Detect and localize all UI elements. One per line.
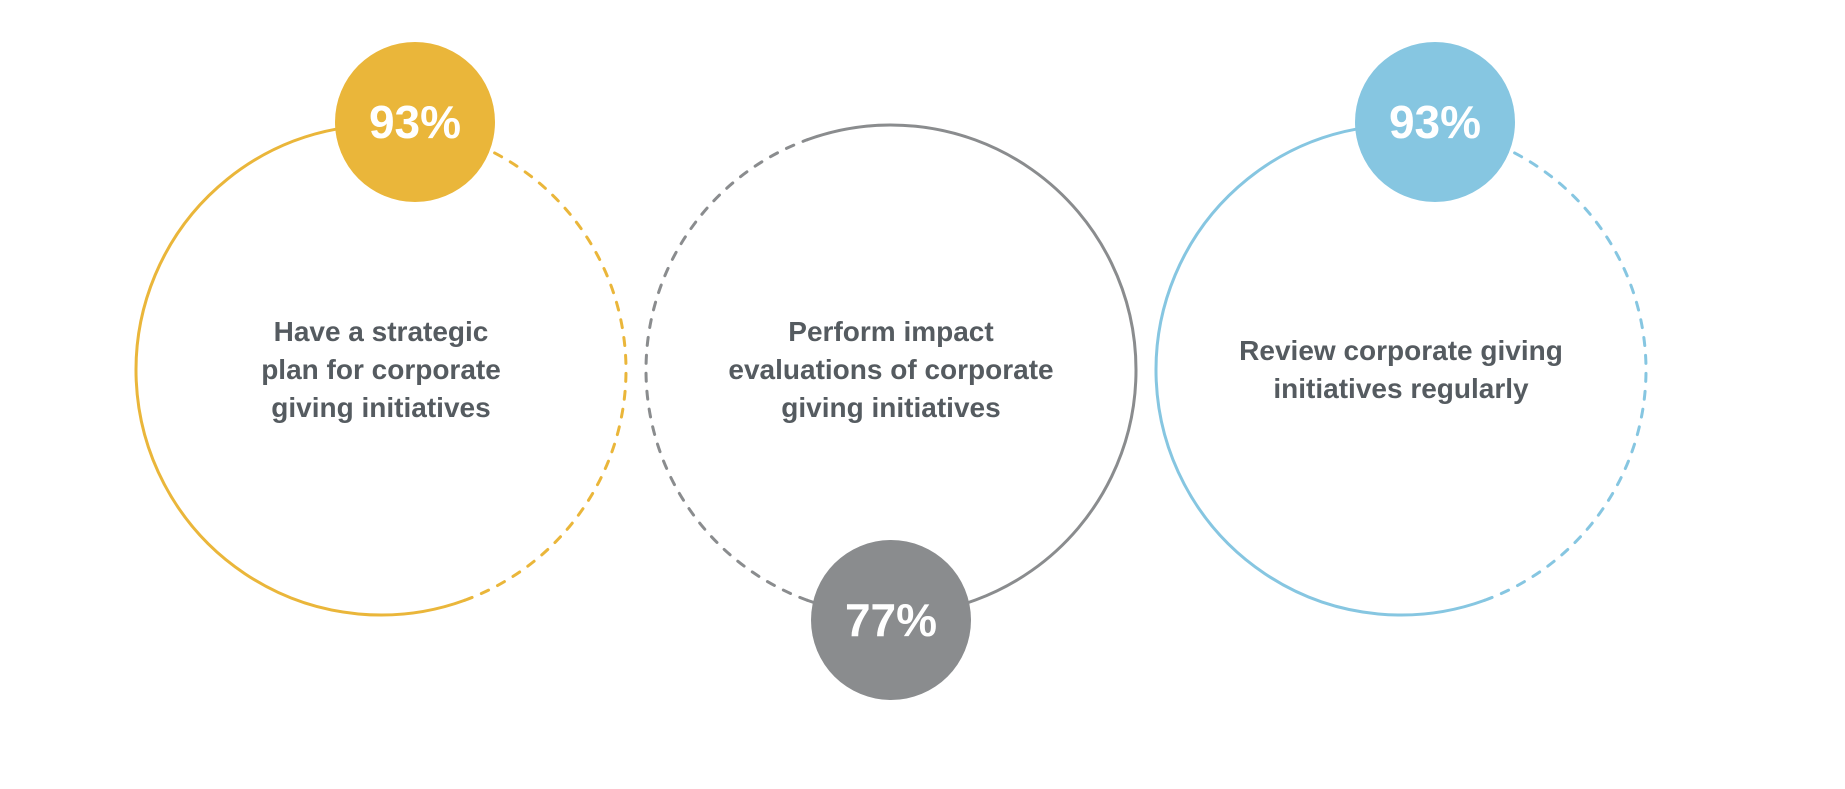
stat-badge-value-right: 93% xyxy=(1389,95,1481,149)
ring-label-right: Review corporate givinginitiatives regul… xyxy=(1181,223,1622,517)
stat-badge-left: 93% xyxy=(335,42,495,202)
ring-label-middle: Perform impactevaluations of corporategi… xyxy=(671,223,1112,517)
stat-badge-value-left: 93% xyxy=(369,95,461,149)
ring-label-left: Have a strategicplan for corporategiving… xyxy=(161,223,602,517)
stat-badge-right: 93% xyxy=(1355,42,1515,202)
stat-badge-value-middle: 77% xyxy=(845,593,937,647)
stat-badge-middle: 77% xyxy=(811,540,971,700)
infographic-stage: Have a strategicplan for corporategiving… xyxy=(0,0,1845,789)
